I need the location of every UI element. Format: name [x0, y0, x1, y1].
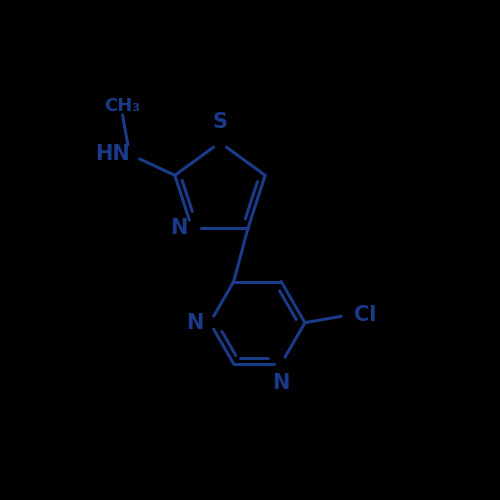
Text: HN: HN [95, 144, 130, 164]
Text: N: N [186, 312, 204, 332]
Text: N: N [272, 373, 290, 393]
Text: CH₃: CH₃ [104, 97, 141, 115]
Text: Cl: Cl [354, 305, 376, 325]
Text: N: N [170, 218, 187, 238]
Text: S: S [212, 112, 228, 132]
